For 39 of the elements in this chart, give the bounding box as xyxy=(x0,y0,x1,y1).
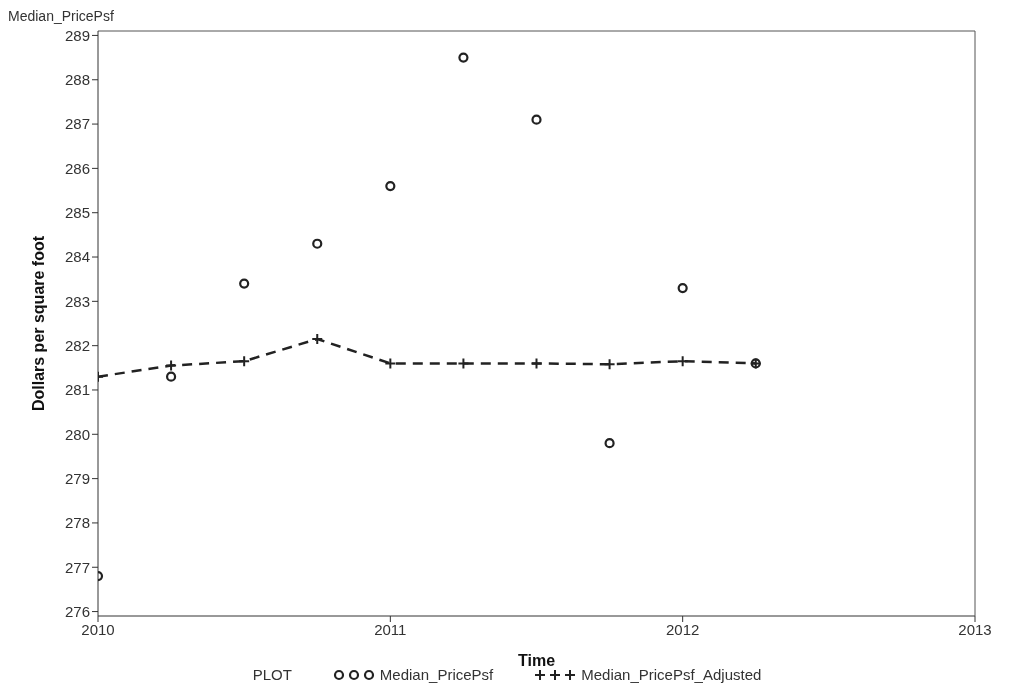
point xyxy=(531,114,542,125)
point xyxy=(312,238,323,249)
x-axis-title: Time xyxy=(517,652,556,669)
y-tick-label: 277 xyxy=(64,558,90,576)
y-tick-label: 279 xyxy=(64,469,90,487)
x-tick-label: 2011 xyxy=(374,620,407,638)
point xyxy=(604,438,615,449)
x-tick-label: 2012 xyxy=(665,620,700,638)
point xyxy=(530,357,543,370)
point xyxy=(458,52,469,63)
y-tick-label: 276 xyxy=(64,602,90,620)
y-tick-label: 280 xyxy=(64,425,90,443)
y-tick-label: 284 xyxy=(64,248,90,266)
y-tick-label: 281 xyxy=(64,381,90,399)
y-tick-label: 285 xyxy=(64,204,90,222)
point xyxy=(676,355,689,368)
legend-title: PLOT xyxy=(252,666,292,683)
legend-label: Median_PricePsf xyxy=(379,666,494,683)
text: Median_PricePsf xyxy=(8,8,114,24)
y-tick-label: 288 xyxy=(64,71,90,89)
y-tick-label: 286 xyxy=(64,159,90,177)
x-tick-label: 2010 xyxy=(81,620,115,638)
point xyxy=(677,282,688,294)
y-tick-label: 289 xyxy=(64,26,90,44)
y-tick-label: 282 xyxy=(64,336,90,354)
legend-label: Median_PricePsf_Adjusted xyxy=(581,666,762,683)
point xyxy=(603,358,616,371)
point xyxy=(165,371,177,382)
y-tick-label: 283 xyxy=(64,292,90,310)
y-axis-title: Dollars per square foot xyxy=(29,235,47,412)
y-tick-label: 287 xyxy=(64,115,90,133)
point xyxy=(385,181,396,192)
y-tick-label: 278 xyxy=(64,514,90,532)
point xyxy=(384,357,397,370)
x-tick-label: 2013 xyxy=(958,620,992,638)
point xyxy=(238,355,251,368)
point xyxy=(165,359,178,372)
point xyxy=(239,278,250,289)
point xyxy=(457,357,470,370)
